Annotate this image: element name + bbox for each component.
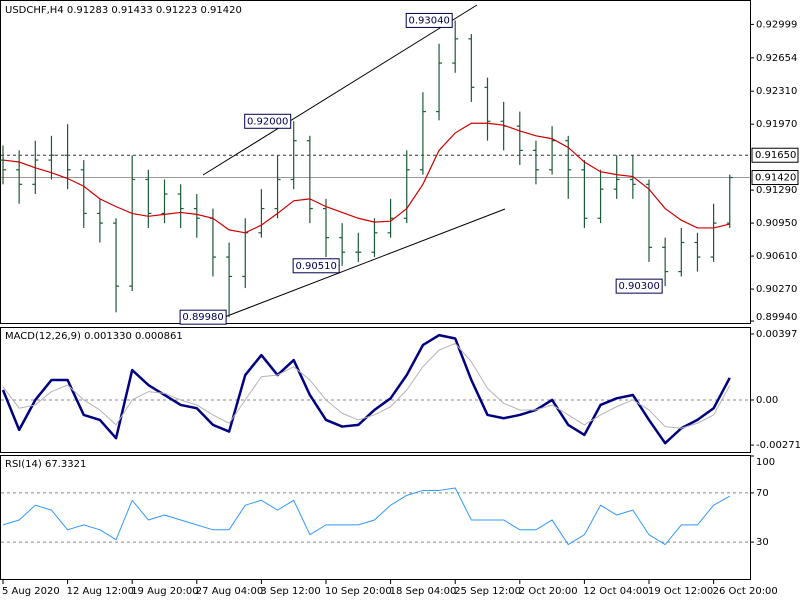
y-tick-label: 0.00: [756, 395, 778, 406]
frame: [0, 0, 751, 580]
trend-line: [221, 208, 506, 319]
rsi-header: RSI(14) 67.3321: [5, 459, 86, 470]
x-tick-label: 25 Sep 12:00: [454, 586, 521, 597]
indicator-line: [2, 342, 731, 429]
y-tick-label: 0.92654: [756, 53, 797, 64]
x-tick-label: 5 Aug 2020: [2, 586, 60, 597]
y-tick-label: 100: [756, 457, 775, 468]
moving-average: [2, 122, 730, 234]
y-tick-label: 0.92999: [756, 19, 797, 30]
y-tick-label: 0.00397: [756, 329, 797, 340]
price-level-box: [751, 170, 799, 186]
x-tick-label: 2 Oct 20:00: [519, 586, 578, 597]
annotation-box: [292, 258, 340, 274]
x-tick-label: 10 Sep 20:00: [325, 586, 392, 597]
channel-lines: [202, 4, 506, 319]
x-tick-label: 18 Sep 04:00: [390, 586, 457, 597]
x-tick-label: 3 Sep 12:00: [260, 586, 320, 597]
x-tick-label: 19 Aug 20:00: [131, 586, 198, 597]
annotation-label: 0.93040: [409, 15, 450, 26]
price-level-box: [751, 147, 799, 163]
annotation-box: [179, 309, 227, 325]
annotation-label: 0.92000: [247, 116, 288, 127]
y-tick-label: 0.90950: [756, 218, 797, 229]
annotation-box: [405, 12, 453, 28]
y-tick-label: 70: [756, 488, 769, 499]
y-tick-label: 0.91290: [756, 185, 797, 196]
y-tick-label: -0.002713: [756, 440, 800, 451]
macd-panel-frame: [0, 327, 751, 453]
annotation-label: 0.89980: [182, 312, 223, 323]
annotation-label: 0.90300: [618, 281, 659, 292]
price-panel-frame: [0, 0, 751, 324]
price-header: USDCHF,H4 0.91283 0.91433 0.91223 0.9142…: [5, 5, 242, 16]
bars: [0, 20, 733, 318]
rsi-panel-frame: [0, 455, 751, 580]
y-tick-label: 0.90270: [756, 284, 797, 295]
x-tick-label: 26 Oct 20:00: [713, 586, 778, 597]
x-tick-label: 27 Aug 04:00: [196, 586, 263, 597]
price-level-label: 0.91420: [755, 173, 796, 184]
y-tick-label: 0.91970: [756, 119, 797, 130]
x-tick-label: 12 Oct 04:00: [583, 586, 648, 597]
x-tick-label: 19 Oct 12:00: [648, 586, 713, 597]
x-tick-label: 12 Aug 12:00: [67, 586, 134, 597]
trend-line: [202, 4, 478, 176]
y-tick-label: 0.92310: [756, 86, 797, 97]
y-tick-label: 0.90610: [756, 251, 797, 262]
price-level-label: 0.91650: [755, 150, 796, 161]
macd-header: MACD(12,26,9) 0.001330 0.000861: [5, 331, 183, 342]
annotation-box: [244, 113, 292, 129]
y-tick-label: 30: [756, 537, 769, 548]
annotation-box: [615, 278, 663, 294]
indicator-line: [2, 487, 730, 546]
y-tick-label: 0.89940: [756, 312, 797, 323]
annotation-label: 0.90510: [295, 261, 336, 272]
